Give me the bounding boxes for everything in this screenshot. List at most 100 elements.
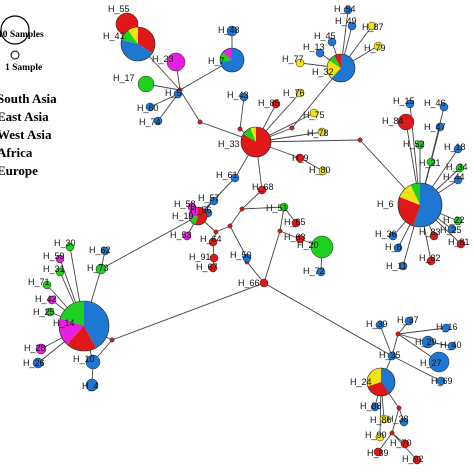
haplotype-node-h-80-label: H_80 [309, 165, 331, 175]
haplotype-node-h-83-circle [429, 231, 439, 241]
haplotype-node-h-5 [173, 89, 183, 99]
haplotype-node-h-45-label: H_45 [314, 31, 336, 41]
haplotype-node-h-45 [327, 37, 337, 47]
haplotype-node-h-7-slice [220, 48, 244, 72]
haplotype-node-h-13 [315, 48, 325, 58]
haplotype-node-h-18-label: H_18 [444, 142, 466, 152]
haplotype-node-h-87-label: H_87 [362, 22, 384, 32]
haplotype-node-h-61-circle [230, 173, 240, 183]
haplotype-node-h-44 [453, 175, 463, 185]
haplotype-node-h-48-label: H_48 [218, 25, 240, 35]
haplotype-node-h-92-circle [412, 455, 422, 465]
haplotype-node-h-6-outline [397, 182, 443, 228]
haplotype-node-h-77-label: H_77 [282, 54, 304, 64]
edge-h_35-h_69 [391, 355, 442, 382]
haplotype-node-h-18-circle [453, 144, 463, 154]
haplotype-node-h-55-label: H_55 [108, 4, 130, 14]
haplotype-node-h-20-circle [310, 235, 334, 259]
haplotype-node-h-32-slice [331, 54, 355, 82]
haplotype-node-h-74-circle [153, 116, 163, 126]
haplotype-node-h-49-label: H_49 [335, 16, 357, 26]
haplotype-node-h-24-slice [367, 368, 381, 387]
haplotype-node-h-25-label: H_25 [33, 307, 55, 317]
median-vector-m6 [239, 206, 245, 212]
haplotype-node-h-38-circle [399, 417, 409, 427]
haplotype-node-h-9 [295, 153, 305, 163]
haplotype-node-h-11 [398, 261, 408, 271]
haplotype-node-h-89 [373, 447, 383, 457]
haplotype-node-h-83-label: H_83 [419, 227, 441, 237]
median-vector-m4 [289, 125, 295, 131]
haplotype-node-h-14-slice [59, 318, 84, 345]
haplotype-node-h-57-label: H_57 [198, 193, 220, 203]
edge-m13-m14 [391, 407, 400, 434]
haplotype-node-h-28-label: H_28 [24, 343, 46, 353]
haplotype-node-h-27-label: H_27 [420, 358, 442, 368]
haplotype-node-h-25b-label: H_25 [440, 225, 462, 235]
median-vector-m9 [277, 228, 283, 234]
haplotype-node-h-86 [379, 414, 389, 424]
median-vector-m5 [357, 137, 363, 143]
haplotype-node-h-71-label: H_71 [28, 277, 50, 287]
haplotype-node-h-79-circle [373, 41, 383, 51]
legend-size-large-label: 10 Samples [0, 30, 44, 40]
haplotype-node-h-14 [58, 300, 110, 352]
haplotype-node-h-22 [453, 216, 463, 226]
haplotype-node-h-41-slice [138, 27, 155, 54]
haplotype-node-h-32-slice [329, 55, 341, 68]
haplotype-node-h-43 [239, 92, 249, 102]
haplotype-node-h-54 [343, 5, 353, 15]
haplotype-node-h-13-circle [315, 48, 325, 58]
haplotype-node-h-43-label: H_43 [227, 90, 249, 100]
median-vector-m2 [197, 119, 203, 125]
haplotype-node-h-59-circle [55, 254, 65, 264]
haplotype-node-h-65-circle [291, 218, 301, 228]
haplotype-node-h-37-label: H_37 [397, 315, 419, 325]
haplotype-node-h-63-label: H_63 [284, 232, 306, 242]
haplotype-node-h-51-circle [279, 202, 289, 212]
haplotype-node-h-29-label: H_29 [415, 337, 437, 347]
legend-region-east-asia: East Asia [0, 109, 49, 124]
haplotype-node-h-78 [317, 127, 327, 137]
haplotype-node-h-62 [100, 246, 110, 256]
haplotype-node-h-79-label: H_79 [364, 43, 386, 53]
haplotype-node-h-85-label: H_85 [258, 98, 280, 108]
edge-m6-m7 [229, 208, 243, 227]
haplotype-node-h-74 [153, 116, 163, 126]
haplotype-node-h-90-label: H_90 [365, 430, 387, 440]
haplotype-node-h-86-circle [379, 414, 389, 424]
haplotype-node-h-17-circle [137, 75, 155, 93]
haplotype-node-h-62-circle [100, 246, 110, 256]
haplotype-nodes [32, 5, 466, 465]
haplotype-node-h-7-slice [222, 48, 232, 60]
haplotype-node-h-89-label: H_89 [367, 448, 389, 458]
edge-m6-h_51 [241, 206, 285, 210]
haplotype-node-h-32-slice [334, 54, 341, 68]
haplotype-node-h-68 [257, 185, 267, 195]
haplotype-node-h-71-circle [42, 280, 52, 290]
haplotype-node-h-46 [439, 102, 449, 112]
haplotype-node-h-60-label: H_60 [137, 103, 159, 113]
haplotype-node-h-36-label: H_36 [375, 229, 397, 239]
haplotype-node-h-90 [375, 432, 385, 442]
haplotype-labels: H_55 H_41 H_23 H_7 H_48 H_17 H_5 H_60 H_74 H_43 H_… [23, 4, 470, 464]
haplotype-node-h-7-slice [220, 52, 232, 63]
haplotype-node-h-91-label: H_91 [189, 252, 211, 262]
haplotype-node-h-19-slice [189, 216, 198, 225]
haplotype-node-h-53 [182, 231, 192, 241]
median-vector-m14 [389, 430, 395, 436]
haplotype-node-h-52-circle [415, 140, 425, 150]
haplotype-node-h-23 [166, 52, 186, 72]
haplotype-node-h-74-label: H_74 [139, 117, 161, 127]
haplotype-node-h-60-circle [145, 102, 155, 112]
haplotype-node-h-25 [45, 307, 55, 317]
haplotype-node-h-85-circle [271, 99, 281, 109]
haplotype-node-h-82-label: H_82 [419, 253, 441, 263]
haplotype-node-h-49 [347, 21, 357, 31]
haplotype-node-h-8-label: H_8 [385, 242, 402, 252]
haplotype-node-h-24-label: H_24 [350, 377, 372, 387]
haplotype-node-h-87-circle [367, 21, 377, 31]
haplotype-node-h-34-circle [455, 163, 465, 173]
haplotype-node-h-16-circle [441, 323, 451, 333]
haplotype-node-h-33-slice [243, 128, 256, 142]
